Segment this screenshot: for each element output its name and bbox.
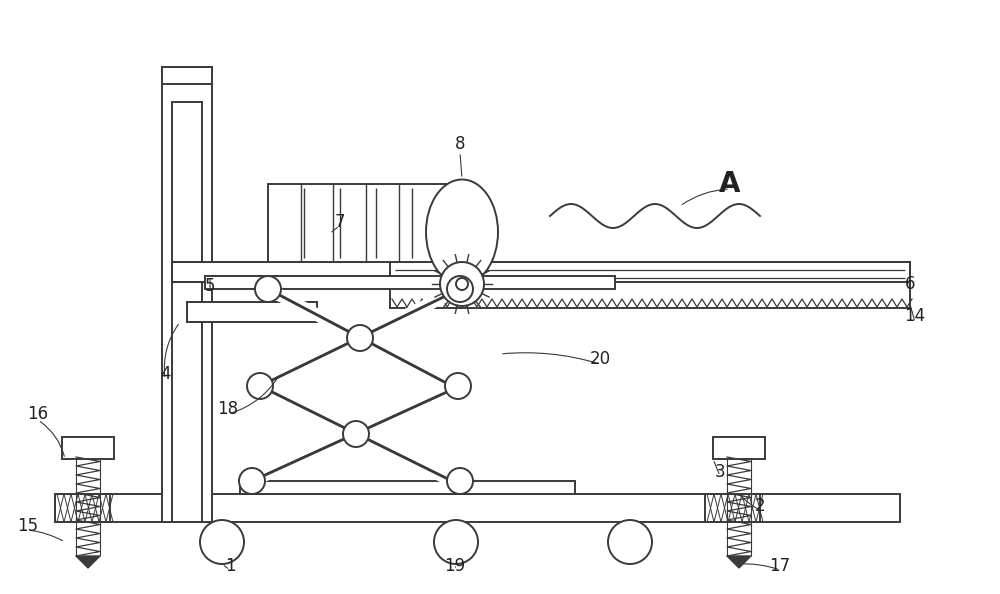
Bar xyxy=(172,262,910,282)
Circle shape xyxy=(247,373,273,399)
Bar xyxy=(187,302,317,322)
Polygon shape xyxy=(76,556,100,568)
Circle shape xyxy=(434,520,478,564)
Text: 14: 14 xyxy=(904,307,926,325)
Circle shape xyxy=(255,276,281,302)
Bar xyxy=(172,262,462,282)
Circle shape xyxy=(440,262,484,306)
Polygon shape xyxy=(727,556,751,568)
Text: 17: 17 xyxy=(769,557,791,575)
Bar xyxy=(55,494,110,522)
Bar xyxy=(268,184,448,262)
Text: 15: 15 xyxy=(17,517,39,535)
Text: 19: 19 xyxy=(444,557,466,575)
Text: A: A xyxy=(719,170,741,198)
Circle shape xyxy=(239,468,265,494)
Text: 5: 5 xyxy=(205,277,215,295)
Bar xyxy=(62,437,114,459)
Bar xyxy=(55,494,900,522)
Circle shape xyxy=(608,520,652,564)
Bar xyxy=(187,302,317,322)
Text: 7: 7 xyxy=(335,213,345,231)
Bar xyxy=(240,481,575,494)
Bar xyxy=(162,67,212,84)
Bar xyxy=(205,276,615,289)
Text: 18: 18 xyxy=(217,400,239,418)
Bar xyxy=(390,262,910,308)
Bar xyxy=(162,67,212,522)
Text: 3: 3 xyxy=(715,463,725,481)
Circle shape xyxy=(445,373,471,399)
Text: 1: 1 xyxy=(225,557,235,575)
Bar xyxy=(172,102,202,522)
Circle shape xyxy=(200,520,244,564)
Text: 8: 8 xyxy=(455,135,465,153)
Ellipse shape xyxy=(426,179,498,285)
Text: 20: 20 xyxy=(589,350,611,368)
Text: 6: 6 xyxy=(905,275,915,293)
Text: 16: 16 xyxy=(27,405,49,423)
Bar xyxy=(713,437,765,459)
Bar xyxy=(705,494,760,522)
Text: 4: 4 xyxy=(160,365,170,383)
Circle shape xyxy=(447,276,473,302)
Circle shape xyxy=(343,421,369,447)
Circle shape xyxy=(347,325,373,351)
Circle shape xyxy=(447,468,473,494)
Text: 2: 2 xyxy=(755,497,765,515)
Circle shape xyxy=(456,278,468,290)
